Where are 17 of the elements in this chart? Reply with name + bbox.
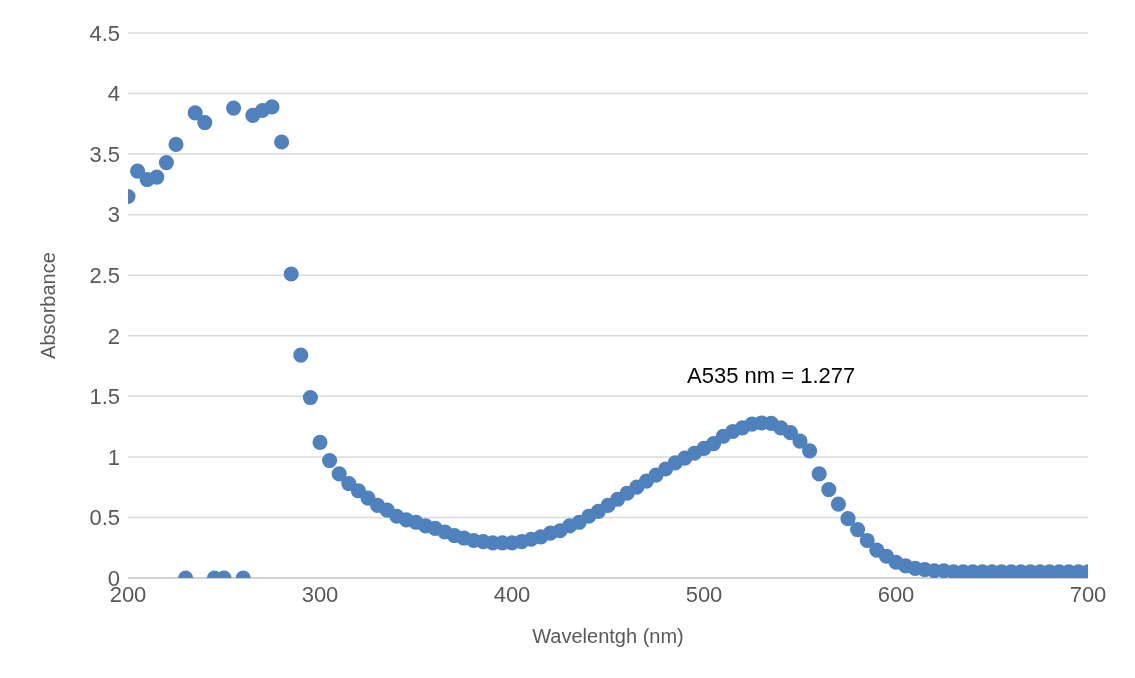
y-tick-label: 3 [107, 202, 120, 228]
y-tick-label: 2.5 [89, 263, 120, 289]
y-tick-label: 1.5 [89, 384, 120, 410]
annotation: A535 nm = 1.277 [687, 363, 856, 389]
y-tick-label: 3.5 [89, 141, 120, 167]
x-tick-label: 300 [301, 581, 339, 607]
y-axis-title: Absorbance [37, 252, 60, 359]
y-tick-label: 4 [107, 81, 120, 107]
x-tick-label: 500 [685, 581, 723, 607]
x-tick-label: 600 [877, 581, 915, 607]
y-tick-label: 4.5 [89, 20, 120, 46]
y-tick-label: 1 [107, 444, 120, 470]
x-axis-title: Wavelentgh (nm) [532, 625, 684, 647]
x-tick-label: 400 [493, 581, 531, 607]
y-tick-label: 2 [107, 323, 120, 349]
x-tick-label: 700 [1069, 581, 1107, 607]
y-tick-label: 0.5 [89, 505, 120, 531]
